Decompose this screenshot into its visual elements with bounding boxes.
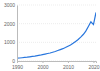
grid-line (17, 23, 96, 24)
y-tick-label: 2000 (4, 21, 15, 27)
grid (17, 5, 96, 61)
x-tick: 2020 (88, 61, 99, 70)
x-tick-label: 2010 (63, 64, 74, 70)
x-tick-mark (93, 61, 94, 63)
y-tick: 0 (12, 58, 17, 64)
x-tick: 2000 (37, 61, 48, 70)
y-axis: 0 1000 2000 3000 (4, 2, 18, 64)
grid-line (17, 5, 96, 6)
y-tick-label: 0 (12, 58, 15, 64)
x-tick-label: 1990 (12, 64, 23, 70)
x-tick-label: 2000 (37, 64, 48, 70)
x-axis-line (18, 62, 97, 64)
y-tick-label: 3000 (4, 2, 15, 8)
x-tick: 2010 (63, 61, 74, 70)
x-axis: 1990 2000 2010 2020 (12, 61, 100, 70)
y-tick-label: 1000 (4, 39, 15, 45)
series (17, 12, 96, 58)
x-tick-mark (68, 61, 69, 63)
x-tick-mark (42, 61, 43, 63)
y-axis-line (17, 6, 18, 62)
line (17, 12, 96, 58)
y-tick: 3000 (4, 2, 17, 8)
plot: 1990 2000 2010 2020 0 1000 2000 3000 (4, 2, 100, 70)
grid-line (17, 42, 96, 43)
y-tick: 1000 (4, 39, 17, 45)
x-tick-label: 2020 (88, 64, 99, 70)
chart: 1990 2000 2010 2020 0 1000 2000 3000 (0, 0, 100, 71)
y-tick: 2000 (4, 21, 17, 27)
